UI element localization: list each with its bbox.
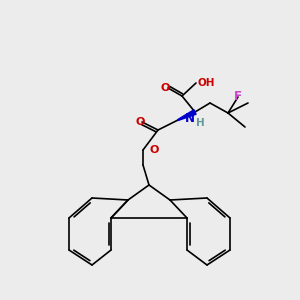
Text: O: O [135, 117, 145, 127]
Text: H: H [196, 118, 205, 128]
Text: F: F [234, 91, 242, 103]
Text: N: N [185, 112, 195, 125]
Text: O: O [160, 83, 170, 93]
Text: OH: OH [197, 78, 214, 88]
Text: O: O [149, 145, 158, 155]
Polygon shape [178, 110, 196, 121]
